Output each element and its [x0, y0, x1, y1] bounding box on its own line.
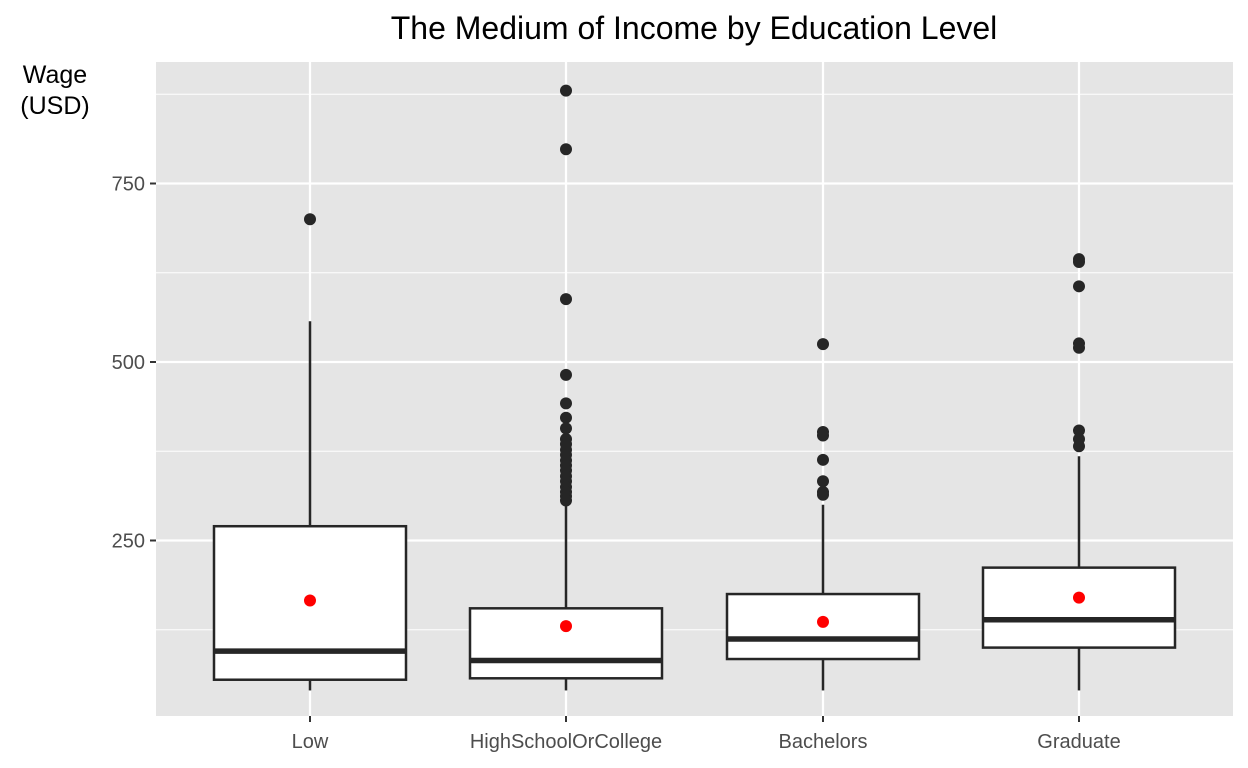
outlier-point: [817, 453, 829, 466]
x-tick-label-1: HighSchoolOrCollege: [470, 731, 662, 753]
x-tick-label-3: Graduate: [1037, 731, 1120, 753]
outlier-point: [560, 494, 572, 507]
outlier-point: [560, 368, 572, 381]
box-3: [981, 253, 1177, 691]
outlier-point: [1073, 256, 1085, 269]
mean-point: [1073, 591, 1085, 604]
outlier-point: [817, 338, 829, 351]
outlier-point: [560, 84, 572, 97]
outlier-point: [304, 213, 316, 226]
outlier-point: [817, 429, 829, 442]
box-2: [725, 338, 921, 691]
outlier-point: [1073, 280, 1085, 293]
chart-title: The Medium of Income by Education Level: [391, 10, 998, 46]
y-tick-label-1: 500: [112, 352, 145, 374]
mean-point: [304, 594, 316, 607]
outlier-point: [817, 475, 829, 488]
box-0: [212, 213, 408, 691]
outlier-point: [1073, 440, 1085, 453]
mean-point: [817, 615, 829, 628]
outlier-point: [1073, 341, 1085, 354]
box-body: [981, 566, 1177, 649]
outlier-point: [560, 397, 572, 410]
box-body: [468, 607, 664, 680]
y-axis: 250 500 750: [112, 174, 156, 553]
x-tick-label-0: Low: [292, 731, 329, 753]
y-tick-label-0: 250: [112, 531, 145, 553]
y-axis-label-line-2: (USD): [20, 92, 89, 120]
x-tick-label-2: Bachelors: [779, 731, 868, 753]
boxes: [212, 84, 1177, 691]
outlier-point: [560, 143, 572, 156]
mean-point: [560, 620, 572, 633]
x-axis: Low HighSchoolOrCollege Bachelors Graduate: [292, 716, 1121, 753]
outlier-point: [560, 293, 572, 306]
outlier-point: [560, 411, 572, 424]
box-1: [468, 84, 664, 691]
y-axis-label-line-1: Wage: [23, 61, 87, 89]
outlier-point: [560, 422, 572, 435]
outlier-point: [817, 488, 829, 501]
y-tick-label-2: 750: [112, 174, 145, 196]
outlier-point: [1073, 424, 1085, 437]
